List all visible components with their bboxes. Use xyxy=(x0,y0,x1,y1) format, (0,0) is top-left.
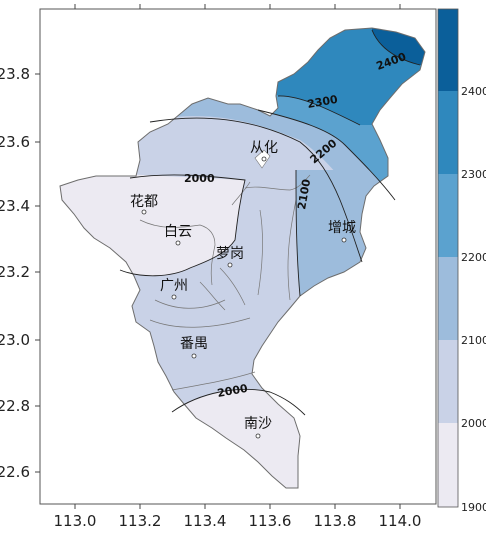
x-tick-label: 113.2 xyxy=(119,512,162,530)
y-tick-label: 22.6 xyxy=(0,463,30,481)
district-border-baiyun xyxy=(139,219,216,286)
colorbar-segment-2000 xyxy=(438,340,458,423)
y-axis: 23.8 23.6 23.4 23.2 23.0 22.8 22.6 xyxy=(0,65,40,481)
place-marker-guangzhou xyxy=(171,294,177,300)
isoline-2100 xyxy=(149,117,363,297)
place-label-zengcheng: 增城 xyxy=(328,220,356,236)
isoline-label-2300: 2300 xyxy=(306,93,339,111)
colorbar-segment-2400 xyxy=(438,9,458,91)
isoline-label-2100: 2100 xyxy=(295,178,313,211)
y-tick-label: 23.8 xyxy=(0,65,30,83)
colorbar-segment-2200 xyxy=(438,174,458,257)
place-marker-zengcheng xyxy=(341,237,347,243)
isoline-2300 xyxy=(277,95,361,126)
colorbar-segment-2300 xyxy=(438,91,458,174)
district-border-zengcheng xyxy=(257,199,297,301)
place-label-guangzhou: 广州 xyxy=(160,278,188,294)
y-tick-label: 23.0 xyxy=(0,331,30,349)
district-border-panyu xyxy=(171,371,256,391)
isoline-2400 xyxy=(371,29,421,66)
district-border-luogang xyxy=(199,267,246,311)
place-marker-baiyun xyxy=(175,240,181,246)
colorbar-frame xyxy=(437,8,459,508)
colorbar-label-2300: 2300 xyxy=(461,168,486,181)
colorbar-segment-2100 xyxy=(438,257,458,340)
colorbar-segment-1900 xyxy=(438,423,458,507)
isoline-2000-south xyxy=(171,388,306,416)
place-label-baiyun: 白云 xyxy=(164,224,192,240)
x-tick-label: 113.8 xyxy=(314,512,357,530)
isoline-2200 xyxy=(257,109,396,201)
x-tick-label: 114.0 xyxy=(379,512,422,530)
x-tick-label: 113.0 xyxy=(54,512,97,530)
place-label-panyu: 番禺 xyxy=(180,336,208,352)
place-label-conghua: 从化 xyxy=(250,140,278,156)
place-label-luogang: 萝岗 xyxy=(216,246,244,262)
place-marker-huadu xyxy=(141,209,147,215)
place-marker-conghua xyxy=(261,156,267,162)
colorbar-label-2100: 2100 xyxy=(461,334,486,347)
colorbar-label-2000: 2000 xyxy=(461,417,486,430)
band-2400-plus xyxy=(372,28,425,65)
colorbar-label-2200: 2200 xyxy=(461,251,486,264)
place-label-nansha: 南沙 xyxy=(244,416,272,432)
place-marker-nansha xyxy=(255,433,261,439)
y-tick-label: 23.4 xyxy=(0,197,30,215)
colorbar: 2400 2300 2200 2100 2000 1900 xyxy=(437,8,486,514)
x-axis: 113.0 113.2 113.4 113.6 113.8 114.0 xyxy=(54,4,422,530)
place-marker-luogang xyxy=(227,262,233,268)
y-tick-label: 23.2 xyxy=(0,263,30,281)
x-tick-label: 113.6 xyxy=(249,512,292,530)
isoline-label-2000-south: 2000 xyxy=(216,382,249,400)
x-tick-label: 113.4 xyxy=(184,512,227,530)
place-marker-panyu xyxy=(191,353,197,359)
y-tick-label: 22.8 xyxy=(0,397,30,415)
city-boundary xyxy=(59,27,426,489)
place-label-huadu: 花都 xyxy=(130,194,158,210)
isoline-label-2000-north: 2000 xyxy=(184,172,215,185)
isoline-2000-north xyxy=(119,174,246,277)
colorbar-label-1900: 1900 xyxy=(461,501,486,514)
colorbar-label-2400: 2400 xyxy=(461,85,486,98)
y-tick-label: 23.6 xyxy=(0,133,30,151)
